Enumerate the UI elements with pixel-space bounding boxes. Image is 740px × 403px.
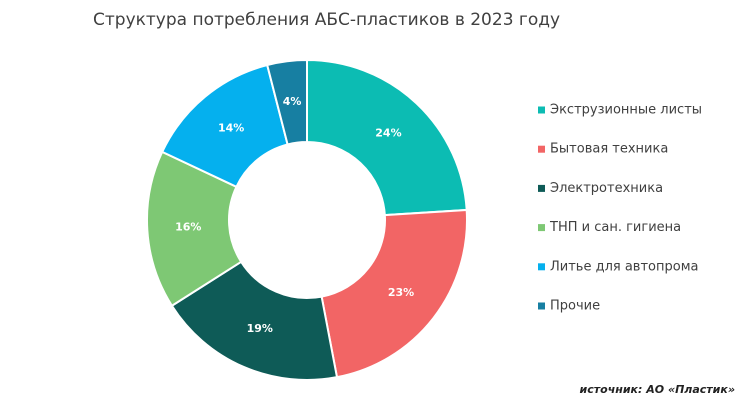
donut-segment <box>146 150 243 308</box>
data-label: 4% <box>283 95 302 108</box>
legend-swatch <box>538 106 545 114</box>
data-label: 16% <box>175 220 201 233</box>
chart-title: Структура потребления АБС-пластиков в 20… <box>93 10 560 30</box>
legend-label: Бытовая техника <box>550 142 668 157</box>
donut-segment <box>320 208 468 379</box>
legend-swatch <box>538 263 545 271</box>
legend-label: Прочие <box>550 299 600 314</box>
donut-segment <box>265 58 308 146</box>
legend-swatch <box>538 302 545 310</box>
data-label: 14% <box>218 121 244 134</box>
legend-label: Электротехника <box>550 181 663 196</box>
legend-swatch <box>538 184 545 192</box>
legend-swatch <box>538 145 545 153</box>
legend-label: Экструзионные листы <box>550 103 702 118</box>
data-label: 19% <box>247 322 273 335</box>
donut-segment <box>170 260 339 381</box>
legend-swatch <box>538 224 545 232</box>
data-label: 24% <box>375 126 401 139</box>
legend-label: Литье для автопрома <box>550 259 698 274</box>
source-note: источник: АО «Пластик» <box>580 383 735 396</box>
donut-segment <box>306 58 468 217</box>
data-label: 23% <box>388 286 414 299</box>
legend-label: ТНП и сан. гигиена <box>549 220 681 235</box>
